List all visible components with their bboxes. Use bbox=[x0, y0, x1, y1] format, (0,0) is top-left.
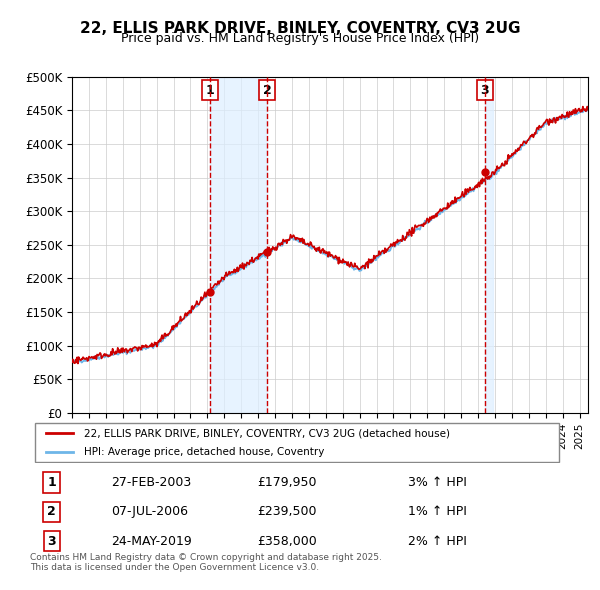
Text: Price paid vs. HM Land Registry's House Price Index (HPI): Price paid vs. HM Land Registry's House … bbox=[121, 32, 479, 45]
Text: 2% ↑ HPI: 2% ↑ HPI bbox=[408, 535, 467, 548]
Bar bbox=[485, 77, 493, 413]
Text: 1: 1 bbox=[47, 476, 56, 489]
Text: 24-MAY-2019: 24-MAY-2019 bbox=[111, 535, 192, 548]
Text: £179,950: £179,950 bbox=[257, 476, 316, 489]
Text: 1% ↑ HPI: 1% ↑ HPI bbox=[408, 505, 467, 519]
Text: 27-FEB-2003: 27-FEB-2003 bbox=[111, 476, 191, 489]
FancyBboxPatch shape bbox=[35, 423, 559, 463]
Text: 3% ↑ HPI: 3% ↑ HPI bbox=[408, 476, 467, 489]
Text: HPI: Average price, detached house, Coventry: HPI: Average price, detached house, Cove… bbox=[84, 447, 325, 457]
Text: £358,000: £358,000 bbox=[257, 535, 317, 548]
Text: 2: 2 bbox=[263, 84, 271, 97]
Text: 3: 3 bbox=[47, 535, 56, 548]
Text: 2: 2 bbox=[47, 505, 56, 519]
Text: £239,500: £239,500 bbox=[257, 505, 316, 519]
Text: 22, ELLIS PARK DRIVE, BINLEY, COVENTRY, CV3 2UG (detached house): 22, ELLIS PARK DRIVE, BINLEY, COVENTRY, … bbox=[84, 428, 450, 438]
Text: 07-JUL-2006: 07-JUL-2006 bbox=[111, 505, 188, 519]
Text: 1: 1 bbox=[206, 84, 214, 97]
Bar bbox=[210, 77, 267, 413]
Text: 22, ELLIS PARK DRIVE, BINLEY, COVENTRY, CV3 2UG: 22, ELLIS PARK DRIVE, BINLEY, COVENTRY, … bbox=[80, 21, 520, 35]
Text: Contains HM Land Registry data © Crown copyright and database right 2025.
This d: Contains HM Land Registry data © Crown c… bbox=[30, 553, 382, 572]
Text: 3: 3 bbox=[481, 84, 489, 97]
